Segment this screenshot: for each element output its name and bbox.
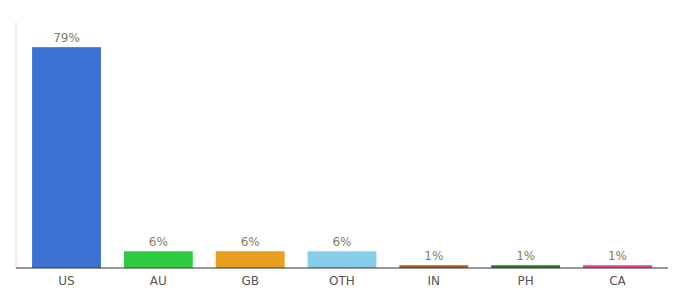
- x-tick-label: PH: [518, 274, 534, 288]
- x-tick-label: US: [58, 274, 74, 288]
- x-tick-label: GB: [241, 274, 259, 288]
- data-label: 1%: [424, 249, 443, 263]
- x-axis-line: [16, 268, 668, 269]
- x-tick-label: IN: [428, 274, 441, 288]
- x-tick-label: CA: [609, 274, 626, 288]
- data-label: 6%: [149, 235, 168, 249]
- data-label: 1%: [516, 249, 535, 263]
- bar: [308, 251, 377, 268]
- bar: [216, 251, 285, 268]
- data-label: 6%: [332, 235, 351, 249]
- x-tick-label: OTH: [329, 274, 355, 288]
- y-range-line: [16, 22, 17, 268]
- data-label: 6%: [241, 235, 260, 249]
- bar: [124, 251, 193, 268]
- bar: [32, 47, 101, 268]
- chart: US AU GB OTH IN PH CA 79% 6% 6% 6% 1% 1% 1%: [0, 0, 680, 300]
- chart-container: US AU GB OTH IN PH CA 79% 6% 6% 6% 1% 1% 1%: [0, 0, 680, 300]
- bars: [32, 47, 652, 268]
- data-label: 1%: [608, 249, 627, 263]
- x-tick-label: AU: [150, 274, 167, 288]
- data-label: 79%: [53, 31, 80, 45]
